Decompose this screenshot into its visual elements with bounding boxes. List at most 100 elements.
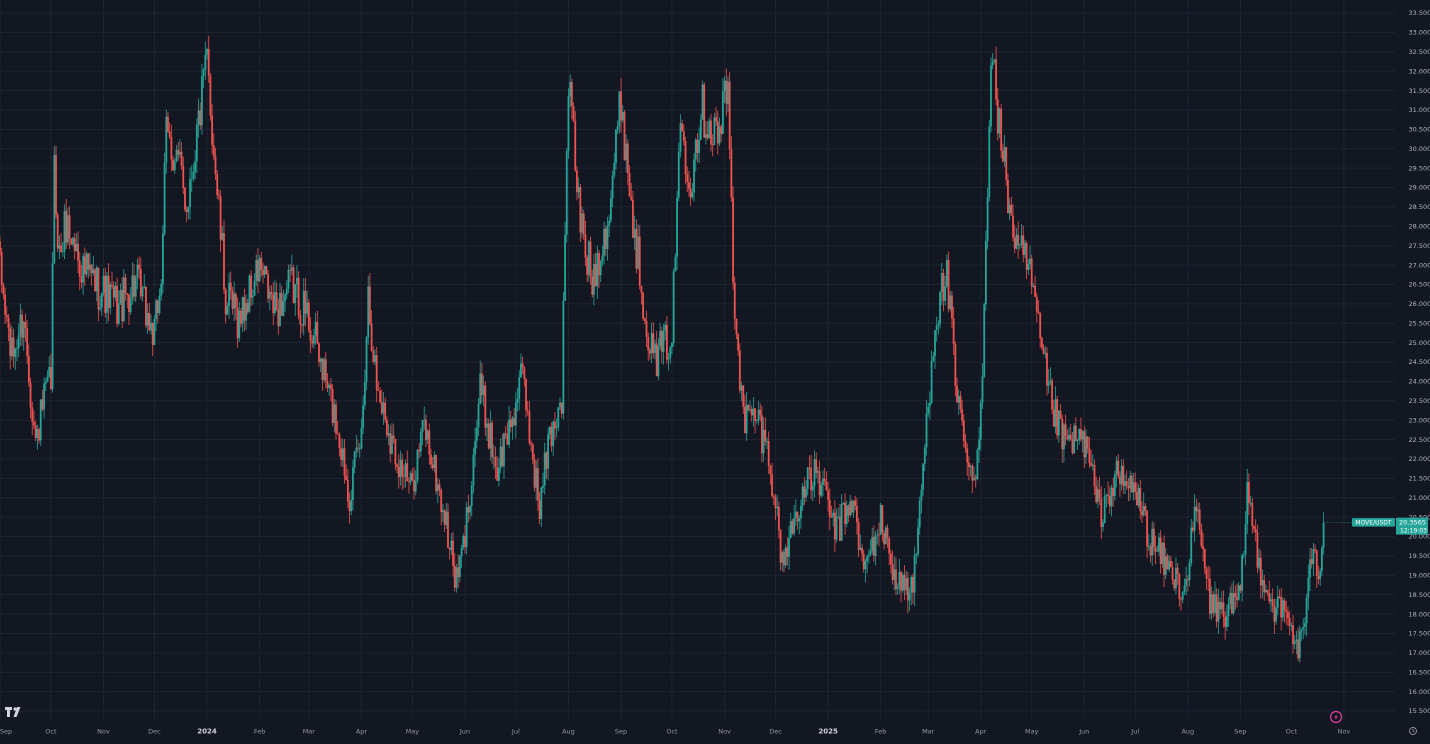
candle bbox=[1178, 572, 1181, 607]
candle bbox=[301, 324, 303, 333]
candle bbox=[1095, 476, 1098, 505]
candle bbox=[1283, 598, 1286, 623]
candle bbox=[1136, 482, 1138, 506]
candle bbox=[1030, 254, 1033, 295]
candle bbox=[811, 481, 814, 502]
candle bbox=[296, 265, 298, 298]
candle bbox=[1020, 223, 1023, 248]
candle bbox=[593, 254, 595, 306]
candle bbox=[956, 377, 958, 404]
candle bbox=[954, 341, 957, 397]
candle bbox=[786, 537, 789, 566]
candle bbox=[718, 117, 721, 146]
candle bbox=[1000, 104, 1003, 159]
candle bbox=[910, 575, 913, 606]
candle bbox=[265, 265, 268, 275]
candle bbox=[526, 400, 529, 416]
candle bbox=[626, 139, 629, 186]
time-axis[interactable]: Sep Oct Nov Dec 2024 Feb Mar Apr May Jun Jul Aug Sep… bbox=[0, 728, 1350, 736]
candle bbox=[367, 275, 370, 345]
x-tick-label: Nov bbox=[718, 728, 731, 736]
candle bbox=[978, 426, 981, 463]
candle bbox=[832, 509, 835, 527]
candle bbox=[1085, 429, 1087, 464]
candle bbox=[974, 474, 977, 488]
candle bbox=[537, 458, 539, 511]
candle bbox=[1103, 488, 1106, 524]
candle bbox=[1039, 311, 1042, 348]
candle bbox=[835, 508, 838, 543]
candle bbox=[41, 389, 44, 412]
candle bbox=[491, 420, 493, 465]
candle bbox=[922, 463, 925, 496]
candle bbox=[392, 424, 395, 444]
candle bbox=[1212, 590, 1215, 618]
tradingview-logo-icon[interactable] bbox=[5, 707, 21, 717]
candle bbox=[864, 558, 867, 583]
candle bbox=[878, 522, 880, 547]
candle bbox=[633, 215, 636, 250]
candle bbox=[1032, 282, 1035, 288]
candle bbox=[672, 268, 675, 347]
candle bbox=[141, 285, 144, 302]
candle bbox=[582, 209, 585, 240]
candle bbox=[1180, 596, 1182, 611]
candle bbox=[494, 446, 497, 480]
candle bbox=[893, 555, 896, 591]
candle bbox=[1322, 512, 1325, 555]
candle bbox=[895, 557, 897, 596]
candle bbox=[567, 88, 570, 159]
candle bbox=[1152, 522, 1155, 555]
candle bbox=[1169, 555, 1172, 568]
candle bbox=[723, 76, 726, 104]
candle bbox=[82, 253, 85, 295]
candle bbox=[681, 120, 684, 132]
candle bbox=[1231, 583, 1233, 615]
candle bbox=[616, 120, 619, 135]
candle bbox=[1007, 173, 1009, 214]
candle bbox=[688, 170, 690, 197]
candle bbox=[358, 443, 361, 458]
candle bbox=[492, 444, 495, 470]
candle bbox=[710, 113, 712, 152]
candle bbox=[983, 302, 986, 379]
candle bbox=[930, 350, 933, 405]
candle bbox=[1015, 228, 1018, 250]
candle bbox=[1090, 450, 1093, 467]
candle bbox=[255, 254, 258, 287]
candle bbox=[29, 377, 32, 419]
candle bbox=[1119, 471, 1121, 497]
y-tick-label: 15.5000 bbox=[1409, 707, 1430, 715]
candle bbox=[599, 259, 602, 283]
candle bbox=[469, 504, 471, 520]
lightning-icon[interactable] bbox=[1329, 710, 1343, 724]
candle bbox=[986, 187, 989, 250]
candle bbox=[657, 338, 660, 381]
candle bbox=[1298, 625, 1301, 663]
y-tick-label: 31.0000 bbox=[1409, 106, 1430, 114]
clock-settings-icon[interactable] bbox=[1409, 727, 1417, 735]
candle bbox=[1198, 502, 1201, 535]
candle bbox=[801, 483, 804, 512]
candle bbox=[898, 558, 901, 595]
candle bbox=[654, 339, 656, 360]
candle bbox=[465, 501, 468, 555]
candle bbox=[501, 434, 504, 468]
candle bbox=[243, 288, 246, 332]
candle bbox=[643, 317, 646, 325]
price-axis[interactable]: 15.5000 16.0000 16.5000 17.0000 17.5000 18.00… bbox=[1409, 9, 1430, 715]
candle bbox=[803, 477, 806, 506]
candle bbox=[221, 225, 224, 241]
candle bbox=[119, 283, 122, 306]
candle bbox=[798, 515, 801, 535]
candle bbox=[659, 322, 661, 350]
candle bbox=[533, 453, 536, 492]
candle bbox=[847, 504, 850, 523]
candle bbox=[1248, 473, 1250, 516]
candle bbox=[998, 107, 1001, 139]
candle bbox=[762, 417, 765, 462]
candle bbox=[377, 381, 380, 392]
candle bbox=[136, 258, 139, 290]
